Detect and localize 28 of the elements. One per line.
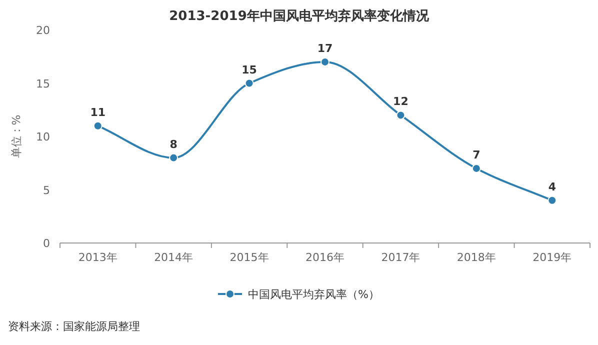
y-tick-label: 10 (36, 130, 50, 144)
legend-label: 中国风电平均弃风率（%） (248, 288, 380, 301)
point (244, 78, 254, 88)
x-tick-label: 2018年 (456, 251, 496, 264)
data-label: 7 (472, 148, 480, 162)
x-tick-label: 2015年 (230, 251, 269, 264)
x-tick-label: 2013年 (78, 251, 118, 264)
data-label: 4 (548, 180, 556, 194)
data-label: 12 (393, 95, 408, 108)
y-tick-label: 0 (43, 237, 50, 250)
point (548, 196, 557, 205)
chart-title: 2013-2019年中国风电平均弃风率变化情况 (169, 8, 430, 24)
data-label: 8 (170, 138, 178, 151)
data-label: 11 (90, 106, 106, 119)
y-tick-label: 5 (43, 184, 50, 197)
y-tick-label: 20 (36, 24, 50, 37)
point (396, 110, 406, 120)
x-tick-label: 2014年 (154, 251, 194, 264)
x-tick-label: 2016年 (306, 251, 344, 264)
point (93, 121, 102, 130)
data-label: 15 (242, 63, 257, 76)
text: 资料来源：国家能源局整理 (8, 320, 140, 333)
x-tick-label: 2017年 (381, 251, 420, 264)
y-axis-title: 单位：% (10, 114, 23, 158)
point (169, 153, 178, 162)
y-tick-label: 15 (36, 77, 50, 90)
data-label: 17 (317, 42, 333, 55)
x-tick-label: 2019年 (532, 251, 572, 264)
